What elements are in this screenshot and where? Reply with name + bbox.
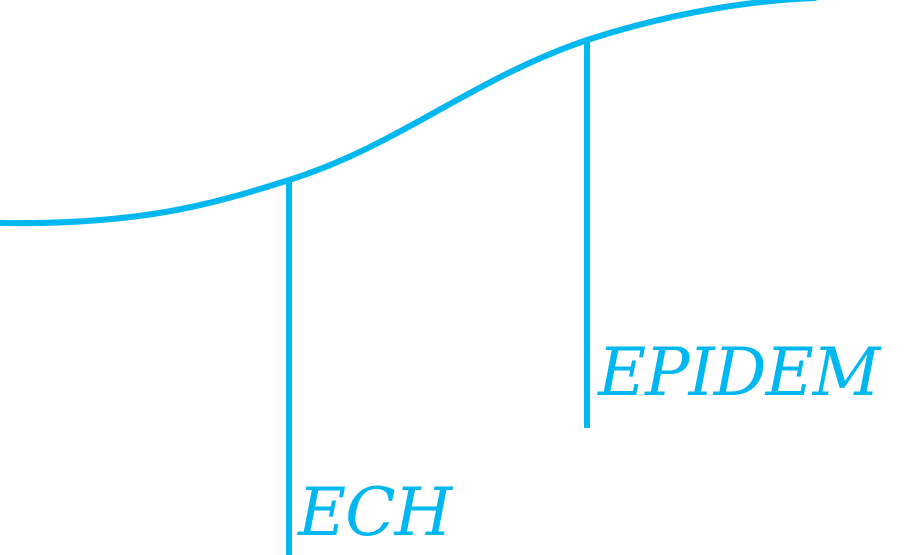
left-label: ECH xyxy=(297,474,454,551)
right-label: EPIDEM xyxy=(597,334,882,411)
s-curve xyxy=(0,0,818,227)
